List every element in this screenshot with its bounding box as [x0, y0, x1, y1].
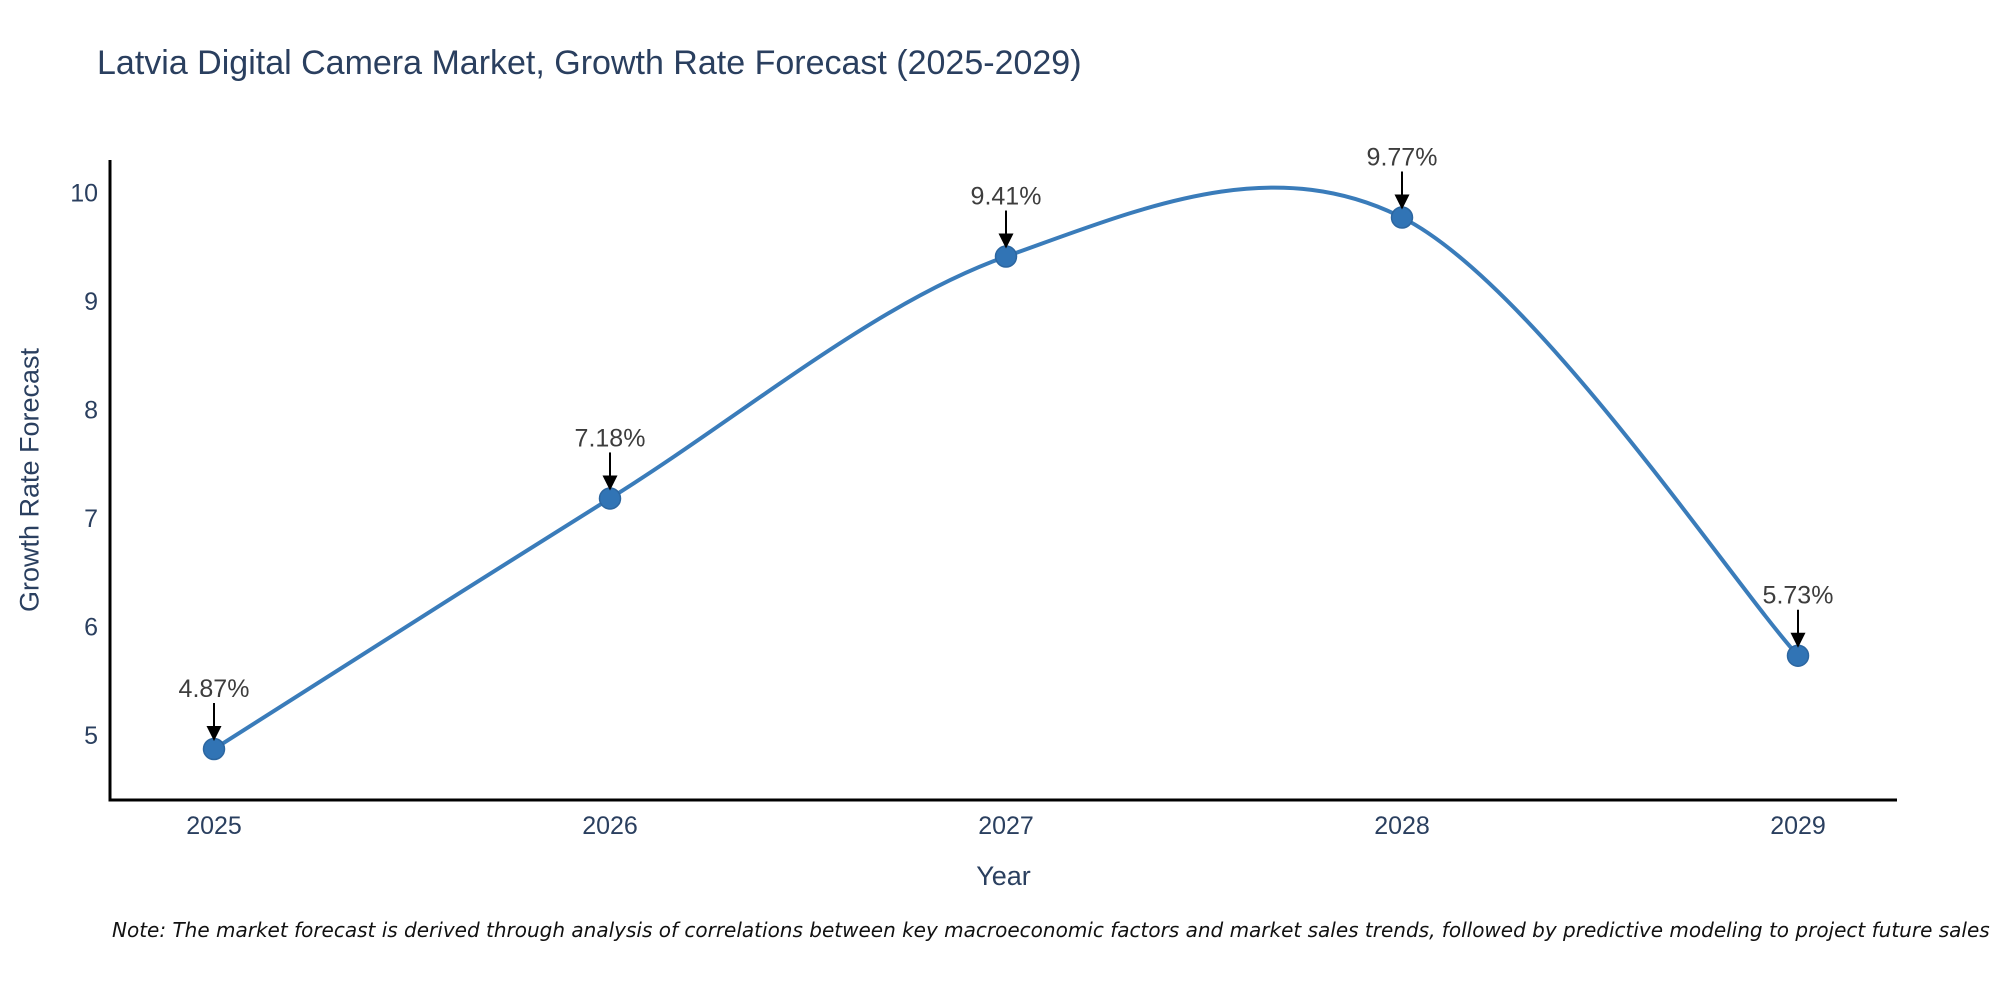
x-tick-label: 2026 — [582, 812, 638, 840]
annotation-arrowhead — [1394, 194, 1410, 210]
annotation-arrowhead — [998, 233, 1014, 249]
annotation-label: 9.41% — [971, 183, 1042, 211]
annotation-arrowhead — [1790, 632, 1806, 648]
x-tick-label: 2027 — [978, 812, 1034, 840]
x-tick-label: 2029 — [1770, 812, 1826, 840]
annotation-label: 9.77% — [1367, 143, 1438, 171]
data-point-marker — [994, 245, 1018, 268]
data-point-marker — [598, 487, 622, 510]
y-tick-label: 8 — [84, 396, 98, 424]
data-point-marker — [1786, 644, 1810, 667]
chart-title: Latvia Digital Camera Market, Growth Rat… — [97, 44, 1082, 82]
x-tick-label: 2025 — [186, 812, 242, 840]
annotation-label: 7.18% — [575, 424, 646, 452]
y-tick-label: 7 — [84, 505, 98, 533]
y-tick-label: 5 — [84, 722, 98, 750]
data-point-marker — [202, 737, 226, 761]
y-tick-label: 6 — [84, 613, 98, 641]
x-axis-title: Year — [976, 861, 1031, 891]
annotation-arrowhead — [602, 475, 618, 491]
y-tick-label: 10 — [70, 180, 98, 208]
forecast-line — [212, 185, 1800, 752]
y-tick-label: 9 — [84, 288, 98, 316]
annotation-label: 4.87% — [179, 675, 250, 703]
annotation-label: 5.73% — [1763, 582, 1834, 610]
x-tick-label: 2028 — [1374, 812, 1430, 840]
footnote: Note: The market forecast is derived thr… — [112, 918, 1990, 942]
annotation-arrowhead — [206, 726, 222, 742]
data-point-marker — [1390, 206, 1414, 229]
